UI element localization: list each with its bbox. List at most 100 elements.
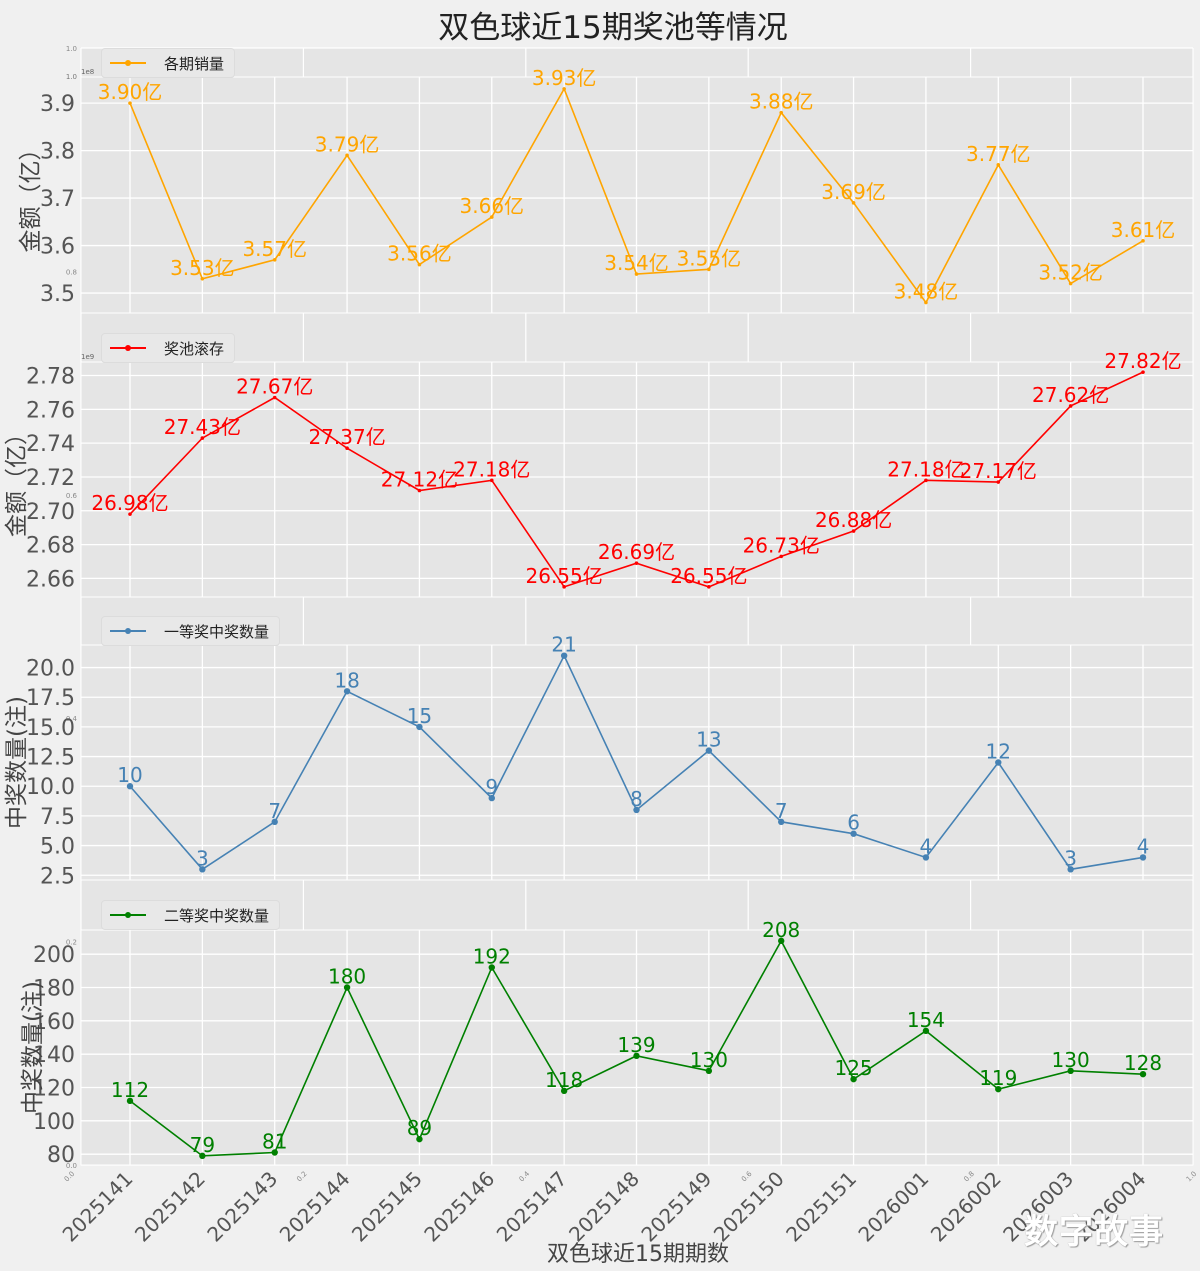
ytick-label: 2.66 [26,567,75,592]
data-point [707,267,711,272]
legend-label-second-prize: 二等奖中奖数量 [164,906,270,925]
data-label: 27.17亿 [960,459,1037,483]
data-label: 18 [334,668,359,692]
data-label: 12 [986,740,1011,764]
data-label: 3.48亿 [894,280,959,304]
legend-first-prize: 一等奖中奖数量 [101,616,281,646]
data-label: 139 [617,1033,655,1057]
xtick-label: 2026001 [854,1167,934,1247]
data-label: 10 [117,763,142,787]
data-label: 154 [907,1008,945,1032]
watermark: 数字故事 [1024,1212,1164,1252]
data-label: 3.93亿 [532,66,597,90]
subplot-4: 80 100 120 140 160 180 200 中奖数量(注) 112 79 81 180 89 1… [20,918,1194,1168]
data-point [1141,370,1145,374]
data-point [1067,1067,1074,1075]
ytick-label: 120 [33,1077,75,1102]
data-label: 27.67亿 [236,375,313,399]
data-label: 128 [1124,1051,1162,1075]
legend-pool: 奖池滚存 [101,333,236,363]
y-axis-label: 中奖数量(注) [20,981,46,1114]
ytick-label: 100 [33,1110,75,1135]
legend-label-first-prize: 一等奖中奖数量 [164,622,270,641]
data-point [128,101,132,105]
data-label: 26.55亿 [526,564,603,588]
data-point [705,1067,713,1075]
data-point [996,163,1001,167]
xtick-label: 2025145 [347,1167,427,1247]
background-ytick-label: 1.0 [66,45,77,53]
data-point [345,446,349,451]
ytick-label: 2.74 [26,432,75,457]
data-point [1068,404,1073,408]
data-point [707,585,711,589]
x-axis: 2025141202514220251432025144202514520251… [58,1167,1151,1247]
ytick-label: 160 [33,1010,75,1035]
ytick-label: 5.0 [40,835,75,860]
background-ytick-label: 0.0 [66,1162,77,1170]
data-point [996,480,1001,484]
ytick-label: 7.5 [40,805,75,830]
data-point [779,110,784,115]
legend-line-sales [110,60,146,66]
corner-tick-label: 1.0 [66,73,77,81]
data-point [633,806,640,814]
data-point [922,854,930,861]
data-label: 15 [407,704,432,728]
ytick-label: 3.6 [40,235,75,260]
data-label: 27.18亿 [453,457,530,481]
data-point [779,554,784,559]
data-label: 3.90亿 [98,80,163,104]
legend-line-first-prize [110,628,146,634]
ytick-label: 3.8 [40,140,75,165]
y-axis-label: 中奖数量(注) [4,696,30,829]
data-label: 79 [190,1133,215,1157]
y-offset-label: 1e8 [81,68,94,76]
ytick-label: 2.5 [40,864,75,889]
data-point [562,87,566,91]
ytick-label: 2.68 [26,534,75,559]
data-point [634,272,639,276]
data-label: 26.69亿 [598,540,675,564]
xtick-label: 2025142 [130,1167,210,1247]
data-point [489,478,494,483]
x-axis-label: 双色球近15期期数 [547,1242,729,1267]
background-xtick-label: 1.0 [1185,1170,1199,1184]
data-label: 6 [847,811,860,835]
data-point [560,652,568,659]
data-point [417,262,422,267]
data-label: 119 [979,1066,1017,1090]
legend-label-pool: 奖池滚存 [164,339,225,358]
data-label: 89 [407,1116,432,1140]
legend-second-prize: 二等奖中奖数量 [101,900,281,930]
data-label: 208 [762,918,800,942]
data-point [562,585,566,589]
data-point [128,512,132,516]
data-label: 3.88亿 [749,90,814,114]
data-label: 7 [268,799,281,823]
data-label: 26.55亿 [670,564,747,588]
data-label: 3.56亿 [387,242,452,266]
data-point [126,783,134,790]
data-label: 27.18亿 [887,457,964,481]
ytick-label: 10.0 [26,775,75,800]
data-point [200,436,205,440]
ytick-label: 2.70 [26,500,75,525]
data-label: 9 [485,775,498,799]
background-xtick-label: 0.2 [295,1170,309,1184]
data-point [272,258,277,262]
ytick-label: 15.0 [26,716,75,741]
data-label: 3.79亿 [315,132,380,156]
data-point [272,395,277,400]
data-label: 130 [690,1048,728,1072]
data-label: 130 [1052,1048,1090,1072]
data-point [488,794,495,802]
data-label: 3.55亿 [677,246,742,270]
xtick-label: 2025151 [781,1167,861,1247]
data-point [345,153,349,158]
data-label: 3 [1064,846,1077,870]
ytick-label: 12.5 [26,746,75,771]
data-point [199,866,206,873]
data-point [417,488,422,493]
data-label: 3.66亿 [460,194,525,218]
